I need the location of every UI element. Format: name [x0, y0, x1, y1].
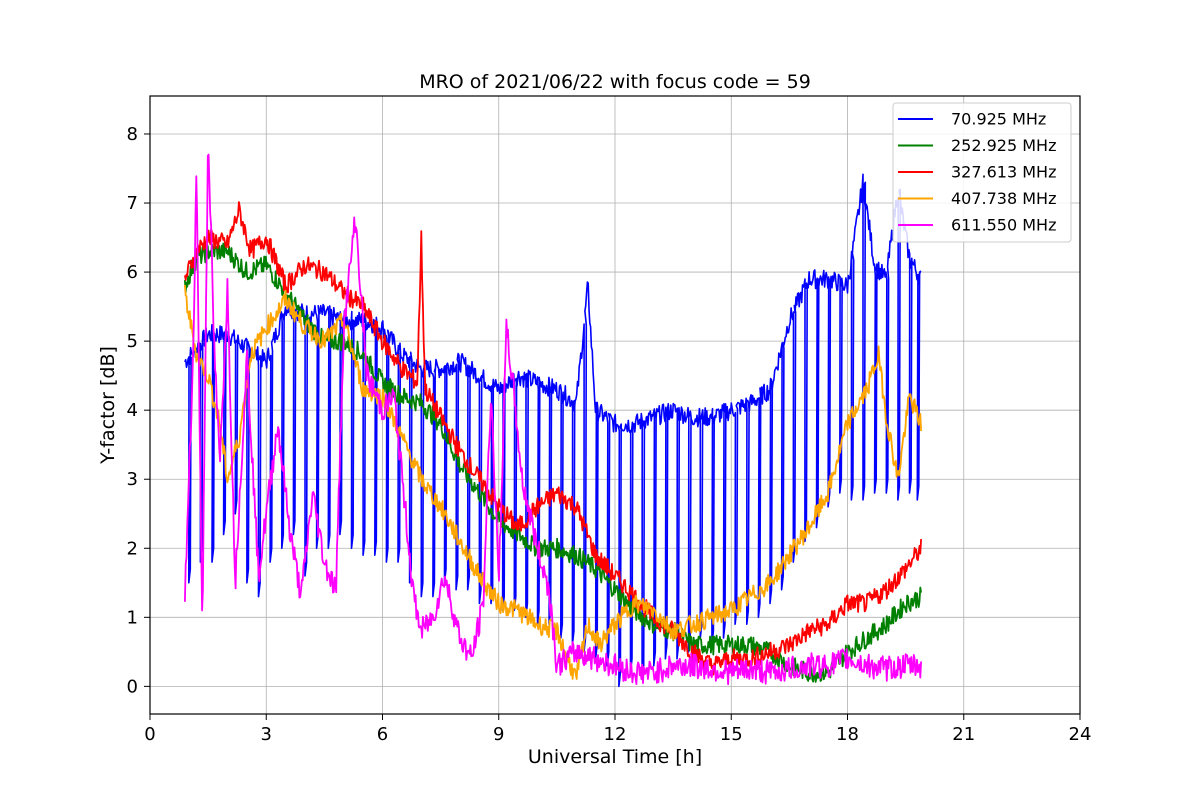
- legend-box: [892, 102, 1072, 243]
- x-tick-label: 6: [377, 724, 388, 745]
- y-tick-label: 0: [127, 676, 138, 697]
- x-axis: 0 3 6 9 12 15 18 21 24: [144, 714, 1091, 745]
- series-line-4: [184, 153, 922, 686]
- series-layer: [184, 153, 922, 688]
- series-line-1: [184, 242, 922, 683]
- legend-entry-1: 252.925 MHz: [951, 136, 1056, 155]
- x-tick-label: 9: [493, 724, 504, 745]
- y-tick-label: 8: [127, 124, 138, 145]
- y-tick-label: 3: [127, 469, 138, 490]
- x-tick-label: 18: [836, 724, 859, 745]
- y-tick-label: 4: [127, 400, 138, 421]
- series-line-0: [184, 173, 922, 688]
- y-tick-label: 1: [127, 607, 138, 628]
- y-tick-label: 6: [127, 262, 138, 283]
- x-tick-label: 12: [604, 724, 627, 745]
- legend-entry-2: 327.613 MHz: [951, 163, 1056, 182]
- y-axis: 0 1 2 3 4 5 6 7 8: [127, 124, 150, 697]
- x-tick-label: 15: [720, 724, 743, 745]
- y-tick-label: 7: [127, 193, 138, 214]
- legend-entry-0: 70.925 MHz: [951, 110, 1046, 129]
- x-tick-label: 24: [1069, 724, 1092, 745]
- x-tick-label: 21: [952, 724, 975, 745]
- legend: 70.925 MHz 252.925 MHz 327.613 MHz 407.738 …: [892, 102, 1072, 243]
- legend-entry-3: 407.738 MHz: [951, 189, 1056, 208]
- x-tick-label: 0: [144, 724, 155, 745]
- series-line-2: [184, 201, 922, 676]
- x-axis-label: Universal Time [h]: [528, 746, 702, 768]
- x-tick-label: 3: [261, 724, 272, 745]
- y-tick-label: 5: [127, 331, 138, 352]
- legend-entry-4: 611.550 MHz: [951, 216, 1056, 235]
- y-axis-label: Y-factor [dB]: [97, 346, 119, 465]
- y-tick-label: 2: [127, 538, 138, 559]
- plot-area: [184, 153, 922, 688]
- chart-title: MRO of 2021/06/22 with focus code = 59: [419, 71, 811, 93]
